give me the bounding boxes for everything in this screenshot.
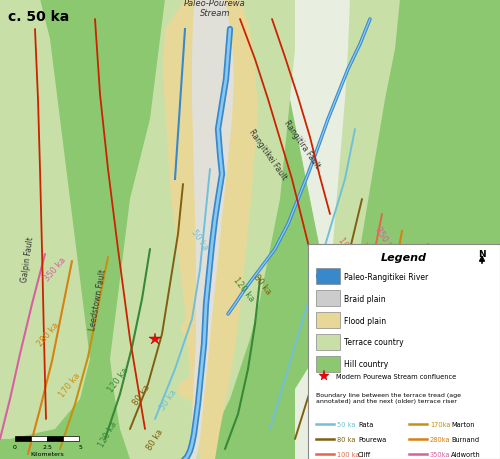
Text: Boundary line between the terrace tread (age
annotated) and the next (older) ter: Boundary line between the terrace tread …: [316, 392, 461, 403]
Text: 80 ka: 80 ka: [145, 427, 165, 451]
Bar: [316, 356, 340, 372]
Bar: [47, 436, 63, 441]
Bar: [316, 334, 340, 350]
Text: Hill country: Hill country: [344, 360, 388, 369]
Text: Rangitikei Fault: Rangitikei Fault: [247, 128, 289, 182]
Text: 280 ka: 280 ka: [358, 240, 382, 269]
Text: 120 ka: 120 ka: [232, 275, 256, 303]
Ellipse shape: [178, 377, 222, 402]
Text: Marton: Marton: [451, 421, 474, 427]
Bar: [316, 312, 340, 328]
Bar: [31, 436, 47, 441]
Text: Burnand: Burnand: [451, 436, 479, 442]
Bar: [308, 245, 500, 459]
Text: Cliff: Cliff: [358, 451, 371, 457]
Text: 170 ka: 170 ka: [58, 370, 82, 398]
Text: 350ka: 350ka: [430, 451, 450, 457]
Text: 80 ka: 80 ka: [132, 382, 152, 406]
Polygon shape: [110, 0, 295, 459]
Bar: [63, 436, 79, 441]
Text: 2.5: 2.5: [42, 444, 52, 449]
Text: 0: 0: [13, 444, 17, 449]
Ellipse shape: [183, 245, 233, 274]
Text: c. 50 ka: c. 50 ka: [8, 10, 70, 24]
Ellipse shape: [186, 174, 238, 206]
Text: Flood plain: Flood plain: [344, 316, 386, 325]
Text: Pourewa: Pourewa: [358, 436, 386, 442]
Text: Terrace country: Terrace country: [344, 338, 404, 347]
Text: Paleo-Pourewa
Stream: Paleo-Pourewa Stream: [184, 0, 246, 18]
Ellipse shape: [181, 315, 229, 343]
Text: 350 ka: 350 ka: [374, 225, 396, 254]
Polygon shape: [0, 0, 330, 459]
Text: 100 ka: 100 ka: [336, 235, 360, 263]
Text: Galpin Fault: Galpin Fault: [20, 236, 36, 283]
Text: 50 ka: 50 ka: [337, 421, 355, 427]
Bar: [15, 436, 31, 441]
Text: 50 ka: 50 ka: [158, 387, 178, 411]
Text: Leedstown Fault: Leedstown Fault: [88, 268, 108, 330]
Text: 170ka: 170ka: [430, 421, 450, 427]
Text: Rangitira Fault: Rangitira Fault: [282, 119, 322, 170]
Text: Rata: Rata: [358, 421, 374, 427]
Text: 50 ka: 50 ka: [308, 252, 328, 276]
Text: 80 ka: 80 ka: [252, 273, 272, 296]
Text: 280 ka: 280 ka: [36, 320, 60, 348]
Text: Braid plain: Braid plain: [344, 294, 386, 303]
Text: Aldworth: Aldworth: [451, 451, 481, 457]
Text: 100 ka: 100 ka: [337, 451, 359, 457]
Bar: [316, 269, 340, 285]
Text: 50 ka: 50 ka: [190, 228, 210, 252]
Polygon shape: [330, 0, 500, 459]
Polygon shape: [0, 0, 90, 439]
Polygon shape: [190, 0, 234, 459]
Text: 350 ka: 350 ka: [42, 256, 68, 283]
Text: 80 ka: 80 ka: [337, 436, 355, 442]
Text: Paleo-Rangitikei River: Paleo-Rangitikei River: [344, 272, 428, 281]
Text: Legend: Legend: [381, 252, 427, 263]
Text: 280ka: 280ka: [430, 436, 450, 442]
Text: 5: 5: [78, 444, 82, 449]
Text: 120 ka: 120 ka: [106, 365, 130, 393]
Ellipse shape: [188, 112, 242, 147]
Bar: [316, 291, 340, 306]
Polygon shape: [163, 0, 258, 459]
Text: 120 ka: 120 ka: [97, 420, 119, 448]
Text: N: N: [478, 249, 486, 258]
Polygon shape: [310, 0, 400, 459]
Text: Kilometers: Kilometers: [30, 451, 64, 456]
Text: Modern Pourewa Stream confluence: Modern Pourewa Stream confluence: [336, 373, 456, 379]
